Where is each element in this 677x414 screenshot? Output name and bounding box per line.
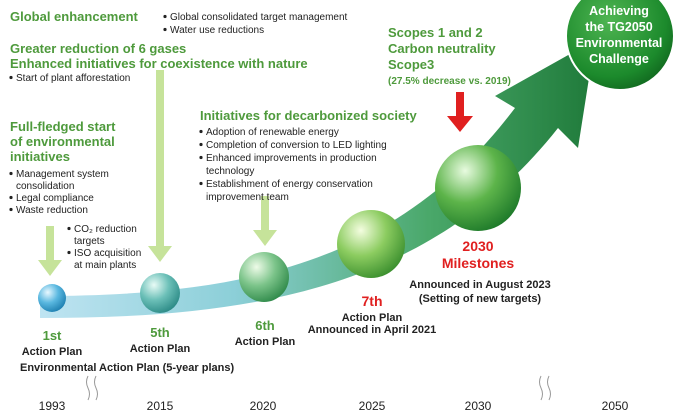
bullet-text: improvement team (206, 192, 289, 203)
sphere-2020 (239, 252, 289, 302)
goal-text: the TG2050 (585, 20, 652, 34)
heading: Initiatives for decarbonized society (200, 108, 417, 123)
sphere-1993 (38, 284, 66, 312)
milestone-note: Announced in August 2023 (409, 279, 550, 291)
sphere-2015 (140, 273, 180, 313)
bullet-text: Legal compliance (16, 193, 94, 204)
sphere-2030 (435, 145, 521, 231)
bullet-text: Completion of conversion to LED lighting (206, 140, 387, 151)
heading: Global enhancement (10, 9, 139, 24)
goal-text: Achieving (589, 4, 649, 18)
plan-ordinal: 1st (43, 328, 62, 343)
bullet (199, 155, 203, 160)
heading: Full-fledged start (10, 119, 116, 134)
bullet-text: Waste reduction (16, 205, 88, 216)
bullet-text: targets (74, 236, 105, 247)
milestone-label: Milestones (442, 255, 515, 271)
bullet (67, 250, 71, 255)
year-label: 2025 (359, 399, 386, 413)
bullet-text: ISO acquisition (74, 248, 141, 259)
plan-note: Announced in April 2021 (308, 324, 437, 336)
sphere-2025 (337, 210, 405, 278)
heading: Enhanced initiatives for coexistence wit… (10, 56, 308, 71)
bullet (9, 75, 13, 80)
year-label: 2030 (465, 399, 492, 413)
bullet (199, 129, 203, 134)
heading: Scope3 (388, 57, 434, 72)
heading: Scopes 1 and 2 (388, 25, 483, 40)
bullet-text: at main plants (74, 260, 136, 271)
bullet (163, 14, 167, 19)
note: (27.5% decrease vs. 2019) (388, 76, 511, 87)
bullet (199, 181, 203, 186)
plan-label: Action Plan (130, 343, 191, 355)
heading: Greater reduction of 6 gases (10, 41, 186, 56)
year-label: 2020 (250, 399, 277, 413)
axis-breaks (86, 375, 551, 401)
bullet-text: Adoption of renewable energy (206, 127, 339, 138)
goal-circle (565, 0, 675, 91)
bullet-text: Water use reductions (170, 25, 264, 36)
bullet (9, 195, 13, 200)
bullet-text: Global consolidated target management (170, 12, 348, 23)
bullet-text: CO₂ reduction (74, 224, 137, 235)
bullet-text: technology (206, 166, 254, 177)
bullet-text: consolidation (16, 181, 74, 192)
plan-label: Action Plan (342, 312, 403, 324)
bullet-text: Establishment of energy conservation (206, 179, 373, 190)
goal-text: Challenge (589, 52, 649, 66)
plan-ordinal: 5th (150, 325, 170, 340)
plan-label: Action Plan (22, 346, 83, 358)
plan-series: Environmental Action Plan (5-year plans) (20, 362, 234, 374)
heading: Carbon neutrality (388, 41, 496, 56)
bullet (67, 226, 71, 231)
bullet-text: Management system (16, 169, 109, 180)
bullet (199, 142, 203, 147)
plan-label: Action Plan (235, 336, 296, 348)
heading: of environmental (10, 134, 115, 149)
milestone-note: (Setting of new targets) (419, 293, 542, 305)
heading: initiatives (10, 149, 70, 164)
bullet-text: Start of plant afforestation (16, 73, 130, 84)
bullet (9, 171, 13, 176)
bullet (163, 27, 167, 32)
year-label: 2015 (147, 399, 174, 413)
plan-ordinal: 7th (362, 293, 383, 309)
year-label: 2050 (602, 399, 629, 413)
milestone-year: 2030 (462, 238, 493, 254)
goal-text: Environmental (576, 36, 663, 50)
down-arrows (38, 70, 473, 276)
bullet (9, 207, 13, 212)
bullet-text: Enhanced improvements in production (206, 153, 377, 164)
plan-ordinal: 6th (255, 318, 275, 333)
year-label: 1993 (39, 399, 66, 413)
